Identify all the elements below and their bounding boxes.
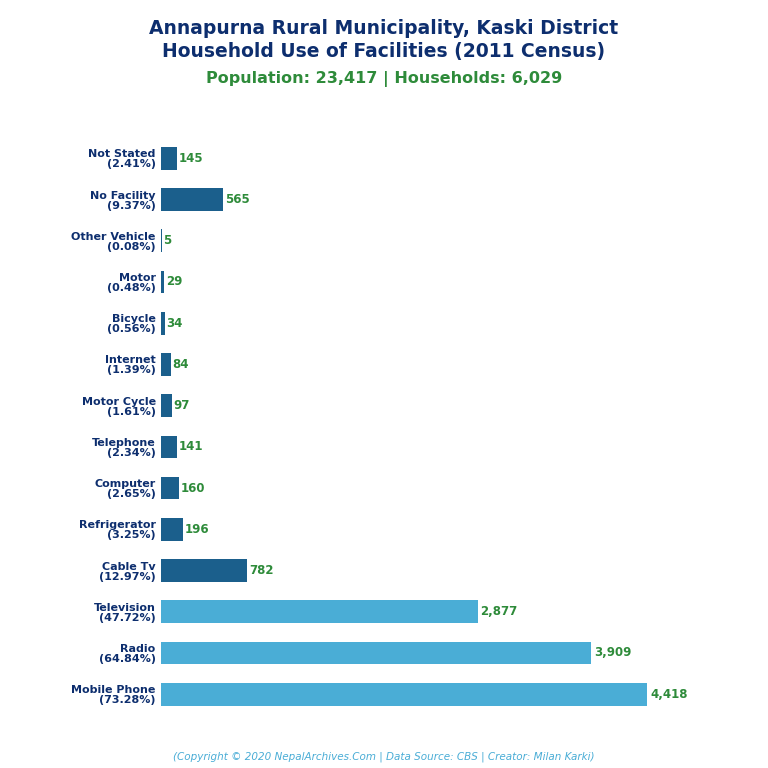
Text: 5: 5 xyxy=(164,234,172,247)
Text: 145: 145 xyxy=(179,152,204,165)
Bar xyxy=(161,353,170,376)
Text: 196: 196 xyxy=(184,523,209,536)
Text: 4,418: 4,418 xyxy=(650,687,688,700)
Text: 29: 29 xyxy=(166,276,183,289)
Text: Household Use of Facilities (2011 Census): Household Use of Facilities (2011 Census… xyxy=(163,42,605,61)
Bar xyxy=(161,518,183,541)
Text: Annapurna Rural Municipality, Kaski District: Annapurna Rural Municipality, Kaski Dist… xyxy=(150,19,618,38)
Bar xyxy=(161,270,164,293)
Bar xyxy=(161,147,177,170)
Bar xyxy=(161,683,647,706)
Text: 2,877: 2,877 xyxy=(480,605,518,618)
Text: 84: 84 xyxy=(172,358,189,371)
Bar xyxy=(161,559,247,582)
Bar xyxy=(161,435,177,458)
Text: 141: 141 xyxy=(178,440,203,453)
Text: 3,909: 3,909 xyxy=(594,647,632,660)
Text: 782: 782 xyxy=(249,564,273,577)
Bar xyxy=(161,601,478,623)
Bar xyxy=(161,312,165,335)
Text: Population: 23,417 | Households: 6,029: Population: 23,417 | Households: 6,029 xyxy=(206,71,562,87)
Bar xyxy=(161,477,179,499)
Text: 34: 34 xyxy=(167,316,183,329)
Bar xyxy=(161,394,172,417)
Text: 160: 160 xyxy=(180,482,205,495)
Bar xyxy=(161,641,591,664)
Text: (Copyright © 2020 NepalArchives.Com | Data Source: CBS | Creator: Milan Karki): (Copyright © 2020 NepalArchives.Com | Da… xyxy=(174,751,594,762)
Text: 565: 565 xyxy=(225,193,250,206)
Text: 97: 97 xyxy=(174,399,190,412)
Bar xyxy=(161,188,223,211)
